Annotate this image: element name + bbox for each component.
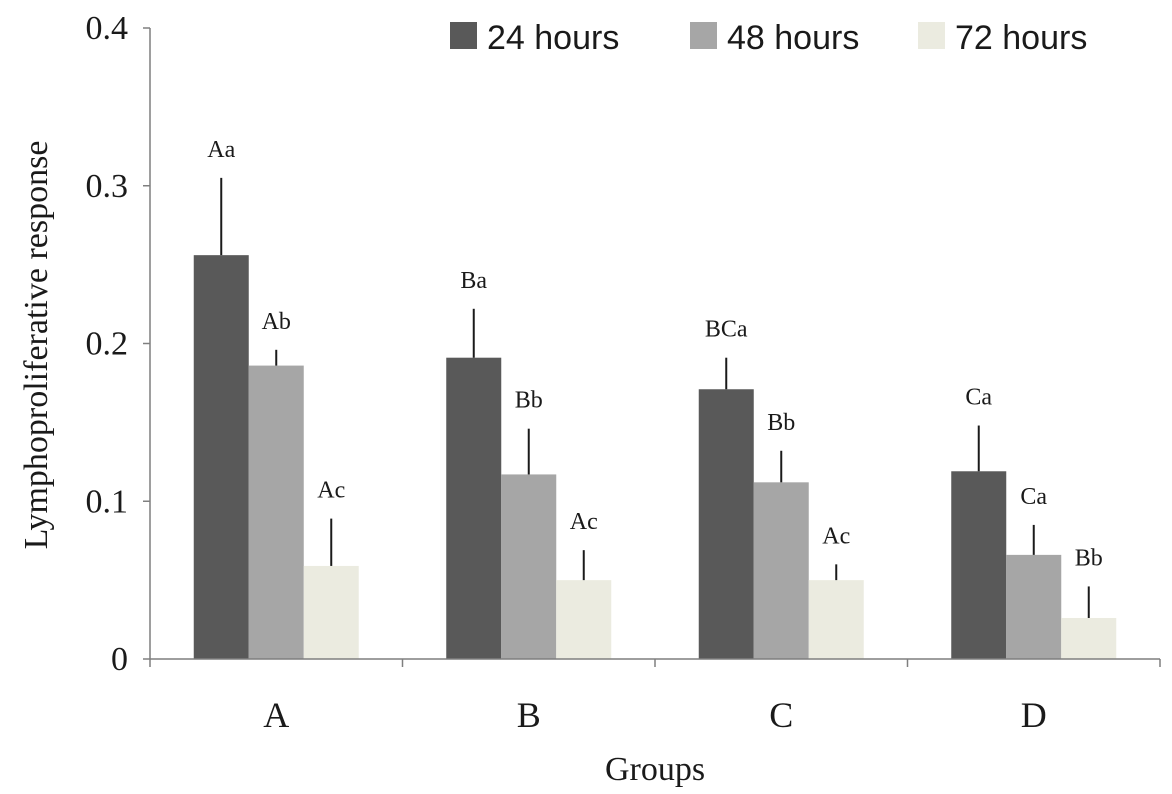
x-tick-label: C (769, 695, 793, 735)
legend-swatch (450, 22, 477, 49)
significance-label: Ac (317, 478, 345, 504)
legend-label: 24 hours (487, 19, 619, 57)
significance-label: Ac (822, 523, 850, 549)
bar (193, 255, 249, 659)
y-axis-ticks: 0 0.1 0.2 0.3 0.4 (86, 10, 150, 678)
x-tick-label: A (263, 695, 289, 735)
legend-swatch (690, 22, 717, 49)
significance-label: Bb (1075, 545, 1103, 571)
legend: 24 hours 48 hours 72 hours (450, 19, 1087, 57)
x-axis-title: Groups (605, 751, 705, 788)
bars: Aa Ba BCa Ca Ab Bb Bb Ca Ac Ac Ac Bb (193, 137, 1117, 659)
bar (556, 580, 612, 659)
bar (446, 357, 502, 659)
significance-label: Ca (1020, 484, 1047, 510)
significance-label: Ab (262, 309, 291, 335)
significance-label: Ac (570, 509, 598, 535)
legend-label: 48 hours (727, 19, 859, 57)
bar (303, 565, 359, 659)
x-tick-label: D (1021, 695, 1047, 735)
bar (951, 471, 1007, 659)
bar (248, 365, 304, 659)
bar (753, 482, 809, 659)
y-tick-label: 0.3 (86, 168, 129, 205)
significance-label: Aa (207, 137, 235, 163)
x-tick-label: B (517, 695, 541, 735)
significance-label: Bb (515, 388, 543, 414)
y-tick-label: 0 (111, 641, 128, 678)
y-tick-label: 0.2 (86, 326, 129, 363)
legend-label: 72 hours (955, 19, 1087, 57)
bar (501, 474, 557, 659)
significance-label: Ba (460, 268, 487, 294)
y-axis-title: Lymphoproliferative response (18, 141, 55, 550)
y-tick-label: 0.1 (86, 483, 129, 520)
bar (698, 389, 754, 659)
x-axis-ticks: A B C D (149, 659, 1161, 735)
y-tick-label: 0.4 (86, 10, 129, 47)
bar (1006, 554, 1062, 659)
significance-label: BCa (705, 317, 748, 343)
significance-label: Bb (767, 410, 795, 436)
significance-label: Ca (965, 385, 992, 411)
bar (808, 580, 864, 659)
legend-swatch (918, 22, 945, 49)
bar (1061, 617, 1117, 659)
